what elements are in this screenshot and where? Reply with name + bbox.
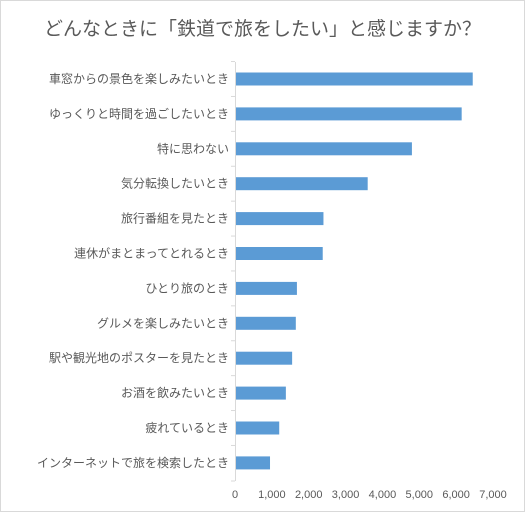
- category-label: 連休がまとまってとれるとき: [74, 246, 229, 261]
- category-label: インターネットで旅を検索したとき: [37, 456, 229, 470]
- bar: [236, 177, 368, 191]
- bar: [236, 142, 412, 156]
- bar: [236, 107, 462, 121]
- category-label: ゆっくりと時間を過ごしたいとき: [49, 106, 229, 121]
- bar: [236, 316, 296, 330]
- x-tick-label: 2,000: [295, 489, 323, 501]
- bar: [236, 212, 324, 226]
- bar: [236, 456, 271, 470]
- category-label: 特に思わない: [157, 141, 229, 156]
- category-label: ひとり旅のとき: [145, 281, 229, 295]
- bar: [236, 247, 323, 260]
- bar: [236, 386, 286, 400]
- bar: [236, 351, 293, 365]
- category-label: お酒を飲みたいとき: [121, 385, 229, 400]
- bar: [236, 72, 473, 86]
- category-label: 気分転換したいとき: [121, 176, 229, 191]
- x-tick-label: 1,000: [258, 489, 286, 501]
- category-label: 駅や観光地のポスターを見たとき: [49, 351, 229, 365]
- x-tick-label: 7,000: [479, 489, 507, 501]
- bar: [236, 281, 297, 295]
- chart-title: どんなときに「鉄道で旅をしたい」と感じますか？: [43, 18, 481, 40]
- x-tick-label: 3,000: [332, 489, 360, 501]
- x-tick-label: 6,000: [442, 489, 470, 501]
- x-tick-label: 0: [232, 489, 238, 501]
- category-label: 車窓からの景色を楽しみたいとき: [49, 71, 229, 86]
- category-label: 疲れているとき: [145, 420, 229, 435]
- x-tick-label: 5,000: [406, 489, 434, 501]
- category-label: グルメを楽しみたいとき: [97, 316, 229, 330]
- x-tick-label: 4,000: [369, 489, 397, 501]
- category-label: 旅行番組を見たとき: [121, 212, 229, 226]
- bar: [236, 421, 280, 435]
